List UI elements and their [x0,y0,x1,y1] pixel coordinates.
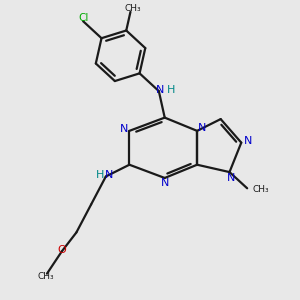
Text: N: N [105,170,114,180]
Text: Cl: Cl [78,13,88,23]
Text: CH₃: CH₃ [253,185,269,194]
Text: N: N [120,124,128,134]
Text: N: N [244,136,252,146]
Text: O: O [57,245,66,255]
Text: CH₃: CH₃ [37,272,54,281]
Text: H: H [96,170,105,180]
Text: N: N [198,123,207,133]
Text: H: H [167,85,176,94]
Text: N: N [161,178,170,188]
Text: N: N [156,85,164,94]
Text: CH₃: CH₃ [124,4,141,14]
Text: N: N [227,173,235,183]
